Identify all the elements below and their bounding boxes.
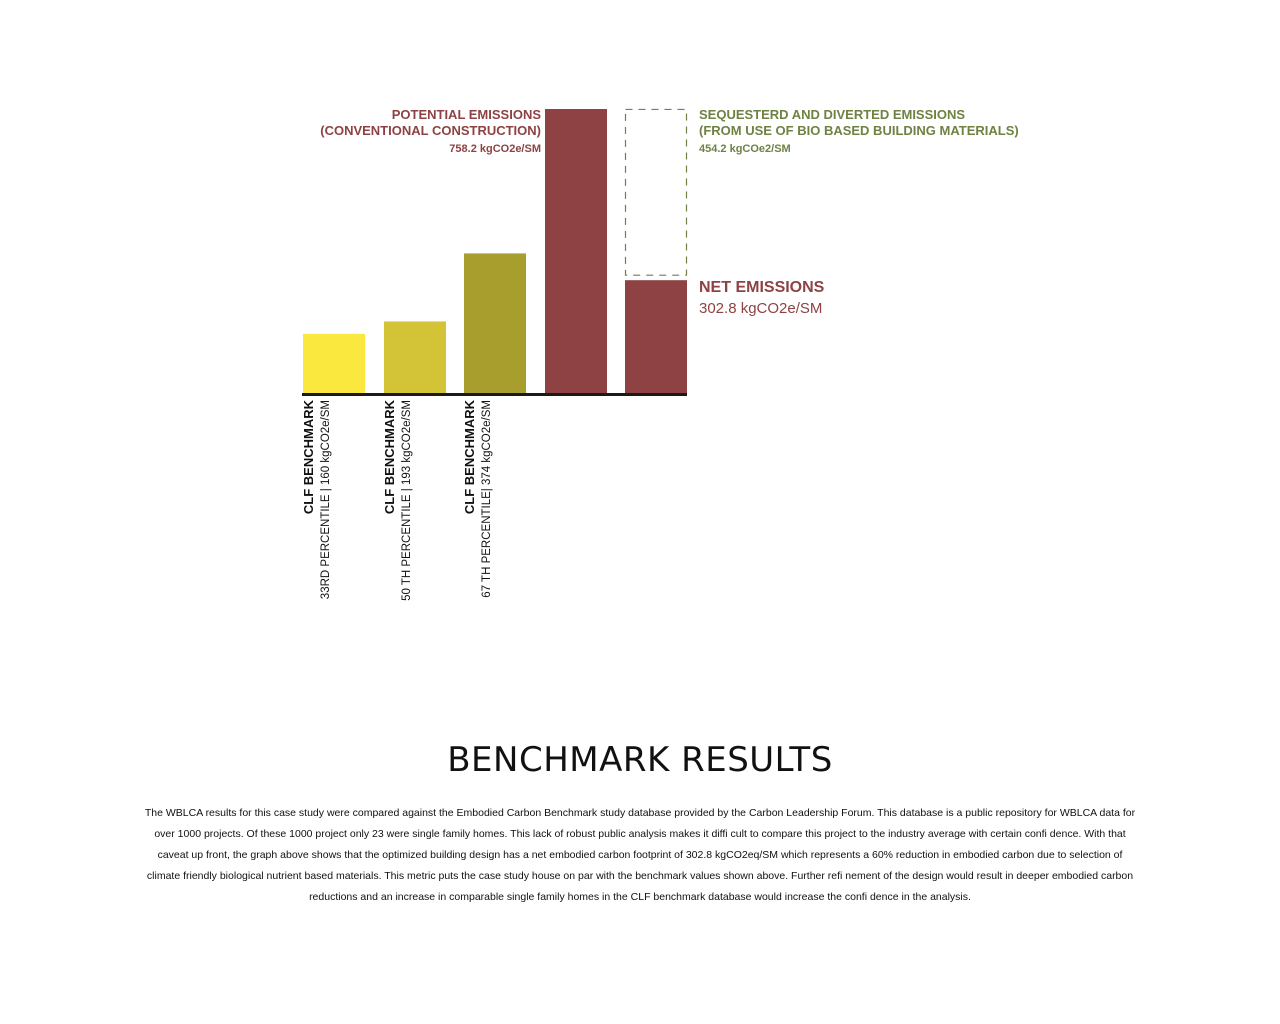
sequestered-emissions-value: 454.2 kgCOe2/SM xyxy=(699,143,791,155)
bar-4 xyxy=(545,109,607,394)
bar-2-label: CLF BENCHMARK 50 TH PERCENTILE | 193 kgCO… xyxy=(382,399,413,601)
sequestered-emissions-title: SEQUESTERD AND DIVERTED EMISSIONS xyxy=(699,107,965,122)
sequestered-emissions-subtitle: (FROM USE OF BIO BASED BUILDING MATERIAL… xyxy=(699,123,1019,138)
bar-2-label-line2: 50 TH PERCENTILE | 193 kgCO2e/SM xyxy=(401,400,413,601)
page-title: BENCHMARK RESULTS xyxy=(447,740,833,780)
bar-3-label-line2: 67 TH PERCENTILE| 374 kgCO2e/SM xyxy=(481,400,493,598)
bar-1-label-line1: CLF BENCHMARK xyxy=(301,399,316,514)
potential-emissions-subtitle: (CONVENTIONAL CONSTRUCTION) xyxy=(320,123,541,138)
potential-emissions-value: 758.2 kgCO2e/SM xyxy=(449,143,541,155)
bar-3-label-line1: CLF BENCHMARK xyxy=(462,399,477,514)
potential-emissions-title: POTENTIAL EMISSIONS xyxy=(392,107,542,122)
bar-1-label: CLF BENCHMARK 33RD PERCENTILE | 160 kgCO2… xyxy=(301,399,332,599)
bar-3 xyxy=(464,253,526,394)
bar-5-sequestered-stack xyxy=(624,108,688,276)
description-paragraph: The WBLCA results for this case study we… xyxy=(144,807,1136,903)
net-emissions-title: NET EMISSIONS xyxy=(699,279,825,296)
bar-2 xyxy=(384,321,446,394)
bar-3-label: CLF BENCHMARK 67 TH PERCENTILE| 374 kgCO2… xyxy=(462,399,493,597)
net-emissions-value: 302.8 kgCO2e/SM xyxy=(699,300,822,317)
bar-5 xyxy=(625,280,687,394)
bar-2-label-line1: CLF BENCHMARK xyxy=(382,399,397,514)
bar-1-label-line2: 33RD PERCENTILE | 160 kgCO2e/SM xyxy=(320,400,332,599)
bar-1 xyxy=(303,333,365,394)
